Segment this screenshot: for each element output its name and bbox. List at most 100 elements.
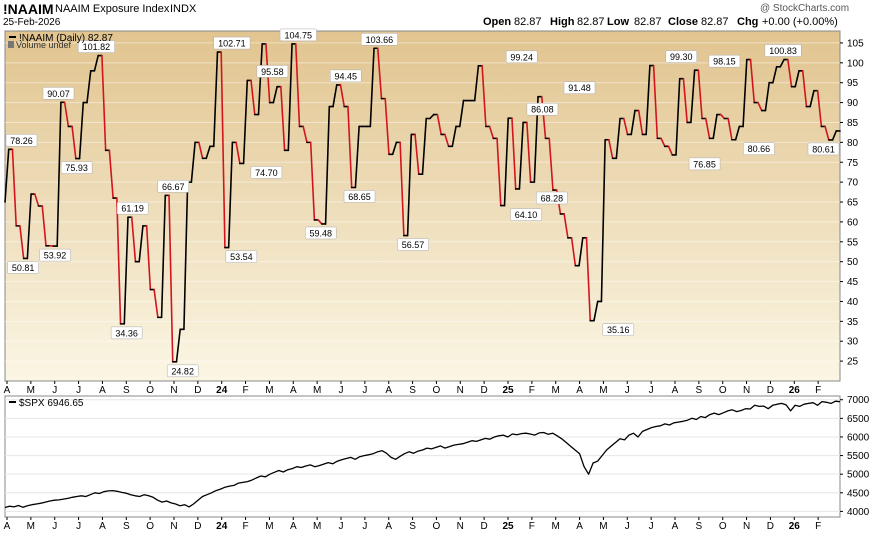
naaim-line-segment <box>101 54 107 152</box>
spx-x-tick-label: J <box>649 521 654 532</box>
spx-line <box>4 400 841 509</box>
spx-x-tick-label: D <box>194 521 201 532</box>
naaim-point-label: 68.28 <box>541 193 564 203</box>
spx-x-tick-label: A <box>290 521 297 532</box>
naaim-line-segment <box>93 54 99 72</box>
naaim-line-segment <box>742 58 748 128</box>
naaim-point-label: 94.45 <box>334 71 357 81</box>
naaim-line-segment <box>712 113 718 140</box>
naaim-line-segment <box>399 141 405 237</box>
naaim-line-segment <box>660 137 666 148</box>
naaim-line-segment <box>384 97 390 156</box>
naaim-point-label: 90.07 <box>47 89 70 99</box>
spx-x-tick-label: A <box>4 521 11 532</box>
naaim-y-tick-label: 90 <box>847 98 859 109</box>
naaim-line-segment <box>690 69 696 124</box>
spx-y-tick-label: 4000 <box>847 507 870 518</box>
spx-x-tick-label: F <box>243 521 249 532</box>
naaim-line-segment <box>473 65 480 102</box>
naaim-line-segment <box>369 47 375 128</box>
naaim-line-segment <box>198 141 204 160</box>
chart-header: !NAAIM NAAIM Exposure Index INDX 25-Feb-… <box>0 0 875 30</box>
naaim-line-segment <box>212 51 219 148</box>
naaim-line-segment <box>637 109 644 136</box>
naaim-point-label-bg <box>256 65 289 78</box>
naaim-x-tick-label: S <box>696 385 703 396</box>
spx-x-tick-label: M <box>265 521 273 532</box>
naaim-y-tick-label: 30 <box>847 337 859 348</box>
naaim-point-label-bg <box>688 157 721 171</box>
open-value: 82.87 <box>514 16 542 28</box>
naaim-point-label-bg <box>743 142 775 155</box>
naaim-point-label-bg <box>250 166 283 179</box>
high-label: High <box>550 16 575 28</box>
naaim-line-segment <box>4 148 10 203</box>
spx-y-tick-label: 5000 <box>847 470 870 481</box>
naaim-x-tick-label: F <box>815 385 821 396</box>
naaim-x-tick-label: S <box>409 385 416 396</box>
naaim-y-tick-label: 70 <box>847 178 859 189</box>
naaim-line-segment <box>727 117 733 141</box>
naaim-x-tick-label: J <box>339 385 344 396</box>
naaim-y-tick-label: 105 <box>847 38 864 49</box>
naaim-line-segment <box>645 64 651 136</box>
naaim-line-segment <box>518 121 524 190</box>
naaim-line-segment <box>347 105 353 189</box>
spx-x-tick-label: S <box>123 521 130 532</box>
naaim-point-label-bg <box>708 54 741 68</box>
naaim-x-tick-label: 24 <box>216 385 228 396</box>
naaim-point-label-bg <box>526 102 559 116</box>
spx-x-tick-label: A <box>672 521 679 532</box>
spx-x-tick-label: M <box>599 521 607 532</box>
naaim-line-segment <box>257 43 264 116</box>
naaim-line-segment <box>705 117 711 140</box>
naaim-line-segment <box>585 237 592 322</box>
spx-y-tick-label: 6500 <box>847 414 870 425</box>
naaim-point-label-bg <box>116 201 149 215</box>
naaim-line-segment <box>787 58 793 88</box>
naaim-point-label-bg <box>60 161 93 174</box>
naaim-point-label: 78.26 <box>10 136 33 146</box>
spx-x-tick-label: A <box>99 521 106 532</box>
volume-legend-label: Volume undef <box>16 40 72 50</box>
naaim-point-label: 80.61 <box>812 144 835 154</box>
spx-x-tick-label: J <box>625 521 630 532</box>
naaim-y-tick-label: 85 <box>847 118 859 129</box>
spx-x-tick-label: N <box>170 521 177 532</box>
naaim-point-label: 56.57 <box>402 240 425 250</box>
naaim-x-tick-label: J <box>52 385 57 396</box>
spx-x-tick-label: S <box>409 521 416 532</box>
low-value: 82.87 <box>634 16 662 28</box>
naaim-line-segment <box>86 69 92 104</box>
spx-panel-bg <box>4 395 841 518</box>
naaim-x-tick-label: J <box>362 385 367 396</box>
spx-y-tick-label: 4500 <box>847 488 870 499</box>
open-label: Open <box>483 16 512 28</box>
naaim-line-segment <box>317 219 323 225</box>
naaim-line-segment <box>19 225 25 260</box>
naaim-line-segment <box>153 288 159 319</box>
naaim-line-segment <box>622 117 629 136</box>
naaim-point-label: 24.82 <box>171 366 194 376</box>
naaim-x-tick-label: F <box>529 385 535 396</box>
naaim-legend-label: !NAAIM (Daily) 82.87 <box>19 33 113 44</box>
naaim-line-segment <box>451 125 457 148</box>
spx-x-tick-label: O <box>719 521 727 532</box>
naaim-line-segment <box>682 77 688 124</box>
naaim-point-label: 86.08 <box>531 105 554 115</box>
naaim-y-tick-label: 55 <box>847 237 859 248</box>
naaim-y-tick-label: 40 <box>847 297 859 308</box>
naaim-point-label: 64.10 <box>515 210 538 220</box>
naaim-point-label-bg <box>343 190 376 203</box>
naaim-point-label: 102.71 <box>218 39 246 49</box>
spx-x-tick-label: J <box>339 521 344 532</box>
naaim-line-segment <box>116 197 122 325</box>
naaim-x-tick-label: A <box>672 385 679 396</box>
spx-x-tick-label: F <box>815 521 821 532</box>
spx-legend-label: $SPX 6946.65 <box>19 398 84 409</box>
naaim-point-label-bg <box>665 50 698 63</box>
naaim-x-tick-label: M <box>27 385 35 396</box>
naaim-line-segment <box>824 125 830 141</box>
naaim-y-tick-label: 35 <box>847 317 859 328</box>
naaim-point-label: 34.36 <box>115 328 138 338</box>
